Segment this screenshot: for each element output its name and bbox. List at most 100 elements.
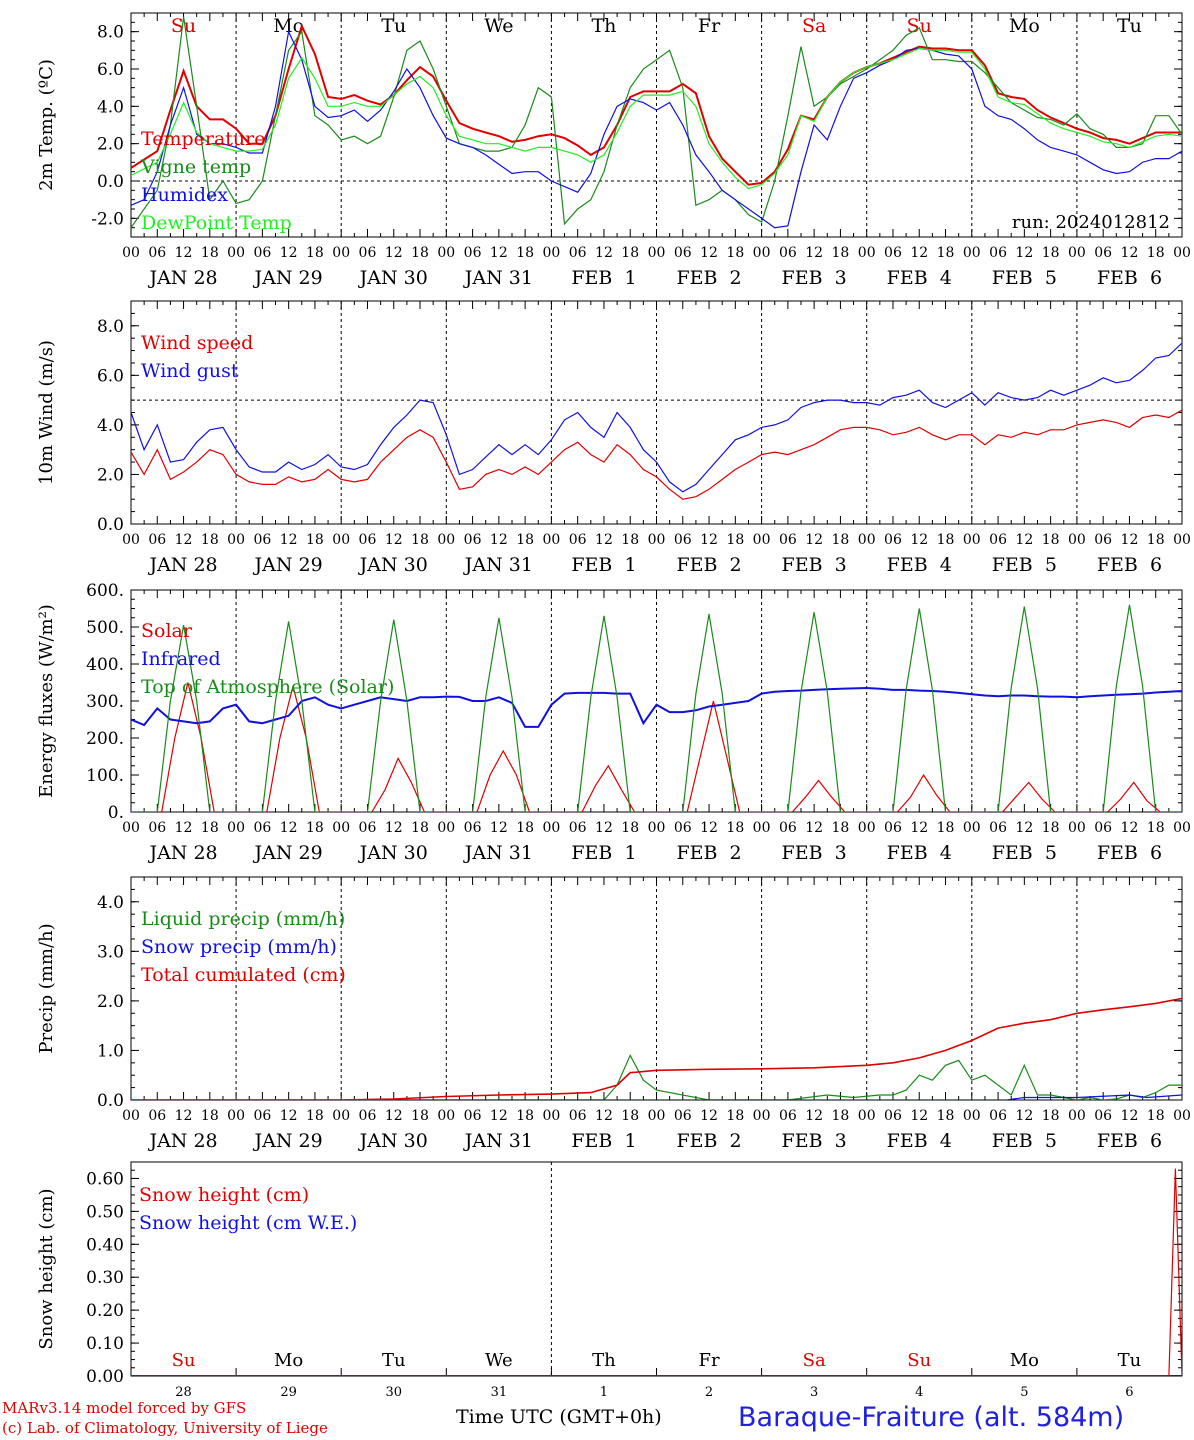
date-label: JAN 31 [463,842,533,864]
hour-tick-label: 12 [280,820,298,836]
hour-tick-label: 18 [1147,1108,1165,1124]
date-label: FEB 2 [676,1130,741,1152]
hour-tick-label: 12 [280,245,298,261]
hour-tick-label: 18 [201,245,219,261]
date-label: JAN 28 [147,1130,217,1152]
y-tick-label: 0.0 [97,1091,124,1111]
y-tick-label: -2.0 [91,209,124,229]
hour-tick-label: 18 [306,1108,324,1124]
hour-tick-label: 18 [201,1108,219,1124]
date-label: FEB 1 [571,554,636,576]
hour-tick-label: 00 [542,532,560,548]
hour-tick-label: 12 [280,1108,298,1124]
hour-tick-label: 12 [490,1108,508,1124]
legend-entry: Wind gust [141,360,239,382]
date-label: FEB 6 [1097,842,1162,864]
hour-tick-label: 18 [621,1108,639,1124]
date-label: FEB 5 [992,267,1057,289]
hour-tick-label: 00 [753,532,771,548]
hour-tick-label: 06 [148,245,166,261]
hour-tick-label: 18 [516,532,534,548]
date-label: FEB 6 [1097,267,1162,289]
plot-frame [130,300,1183,525]
hour-tick-label: 06 [779,1108,797,1124]
date-label: FEB 3 [782,554,847,576]
hour-tick-label: 12 [700,532,718,548]
hour-tick-label: 12 [595,1108,613,1124]
panel-snow: 0.00 0.10 0.20 0.30 0.40 0.50 0.60 Snow height … [36,1161,1183,1400]
hour-tick-label: 12 [490,532,508,548]
hour-tick-label: 18 [937,1108,955,1124]
y-tick-label: 0.0 [97,172,124,192]
series-infrared [131,686,1182,728]
hour-tick-label: 00 [1173,820,1191,836]
y-tick-label: 0.40 [86,1235,124,1255]
date-label: JAN 31 [463,1130,533,1152]
series-solar [131,682,1182,812]
hour-tick-label: 12 [1121,532,1139,548]
hour-tick-label: 12 [1121,1108,1139,1124]
hour-tick-label: 06 [779,532,797,548]
day-name-label: Sa [803,1350,826,1371]
hour-tick-label: 06 [569,1108,587,1124]
date-label: FEB 2 [676,554,741,576]
series-snow-height-cm- [131,1168,1182,1376]
date-label: JAN 30 [358,267,428,289]
day-number-label: 28 [175,1385,192,1400]
date-label: FEB 6 [1097,554,1162,576]
station-title: Baraque-Fraiture (alt. 584m) [738,1402,1125,1433]
hour-tick-label: 00 [332,245,350,261]
hour-tick-label: 12 [385,532,403,548]
day-name-label: Mo [274,1350,303,1371]
hour-tick-label: 06 [674,245,692,261]
date-label: JAN 28 [147,842,217,864]
hour-tick-label: 18 [411,820,429,836]
hour-tick-label: 06 [1094,532,1112,548]
hour-tick-label: 06 [1094,1108,1112,1124]
y-tick-label: 0.50 [86,1202,124,1222]
hour-tick-label: 06 [253,245,271,261]
hour-tick-label: 06 [989,1108,1007,1124]
hour-tick-label: 00 [858,820,876,836]
hour-tick-label: 06 [464,245,482,261]
hour-tick-label: 18 [832,1108,850,1124]
hour-tick-label: 06 [989,532,1007,548]
date-label: FEB 4 [887,554,952,576]
hour-tick-label: 18 [411,245,429,261]
day-number-label: 5 [1020,1385,1028,1400]
date-label: FEB 4 [887,842,952,864]
legend-entry: Snow height (cm W.E.) [139,1212,357,1234]
hour-tick-label: 06 [989,245,1007,261]
day-name-label: Su [907,15,932,37]
y-tick-label: 2.0 [97,992,124,1012]
hour-tick-label: 18 [1042,1108,1060,1124]
hour-tick-label: 12 [700,1108,718,1124]
hour-tick-label: 06 [253,532,271,548]
date-label: FEB 4 [887,267,952,289]
y-tick-label: 100. [86,766,124,786]
date-label: JAN 29 [253,842,323,864]
day-number-label: 2 [705,1385,713,1400]
hour-tick-label: 18 [621,532,639,548]
hour-tick-label: 00 [648,532,666,548]
hour-tick-label: 00 [648,820,666,836]
hour-tick-label: 12 [700,820,718,836]
day-name-label: Th [592,1350,616,1371]
series-vigne-temp [131,16,1182,229]
y-axis-label: Snow height (cm) [36,1188,57,1349]
y-tick-label: 300. [86,692,124,712]
date-label: FEB 6 [1097,1130,1162,1152]
hour-tick-label: 18 [832,820,850,836]
credit-line-1: MARv3.14 model forced by GFS [2,1399,247,1417]
legend-entry: Wind speed [141,332,253,354]
hour-tick-label: 18 [726,1108,744,1124]
date-label: JAN 29 [253,554,323,576]
hour-tick-label: 12 [1015,245,1033,261]
day-number-label: 29 [280,1385,297,1400]
date-label: JAN 29 [253,267,323,289]
hour-tick-label: 18 [1147,820,1165,836]
hour-tick-label: 00 [1068,532,1086,548]
legend-entry: Infrared [141,648,221,670]
date-label: JAN 30 [358,1130,428,1152]
